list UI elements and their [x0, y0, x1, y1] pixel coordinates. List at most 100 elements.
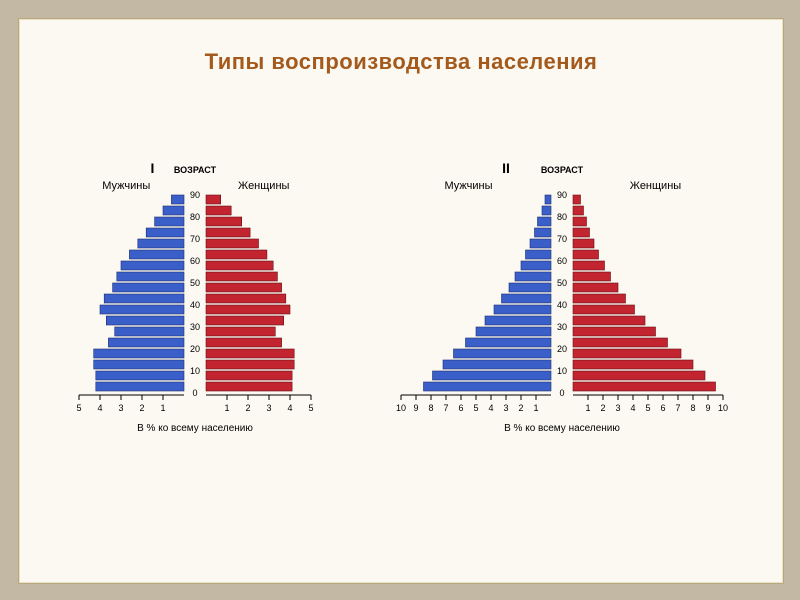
- female-bar: [206, 195, 221, 204]
- age-tick: 50: [190, 278, 200, 288]
- male-bar: [521, 261, 551, 270]
- x-tick-label: 2: [245, 403, 250, 413]
- age-tick: 0: [559, 388, 564, 398]
- x-tick-label: 8: [428, 403, 433, 413]
- x-tick-label: 4: [97, 403, 102, 413]
- female-bar: [206, 272, 277, 281]
- male-bar: [494, 305, 551, 314]
- male-bar: [545, 195, 551, 204]
- age-tick: 20: [557, 344, 567, 354]
- female-bar: [206, 327, 275, 336]
- x-tick-label: 9: [413, 403, 418, 413]
- male-label: Мужчины: [444, 180, 492, 192]
- female-bar: [573, 195, 581, 204]
- panels-container: IВОЗРАСТМужчиныЖенщины010203040506070809…: [59, 159, 743, 443]
- x-tick-label: 2: [518, 403, 523, 413]
- male-bar: [502, 294, 552, 303]
- female-bar: [573, 217, 587, 226]
- x-tick-label: 4: [488, 403, 493, 413]
- female-bar: [573, 338, 668, 347]
- age-tick: 60: [190, 256, 200, 266]
- age-tick: 40: [557, 300, 567, 310]
- male-bar: [443, 360, 551, 369]
- male-bar: [466, 338, 552, 347]
- age-tick: 80: [557, 212, 567, 222]
- age-tick: 30: [557, 322, 567, 332]
- x-tick-label: 3: [503, 403, 508, 413]
- male-bar: [96, 382, 184, 391]
- x-tick-label: 5: [76, 403, 81, 413]
- male-bar: [108, 338, 184, 347]
- female-label: Женщины: [630, 180, 681, 192]
- age-tick: 70: [557, 234, 567, 244]
- page-title: Типы воспроизводства населения: [19, 49, 783, 75]
- male-bar: [104, 294, 184, 303]
- female-bar: [573, 305, 635, 314]
- male-bar: [117, 272, 184, 281]
- x-tick-label: 3: [118, 403, 123, 413]
- x-tick-label: 8: [690, 403, 695, 413]
- female-bar: [206, 316, 284, 325]
- age-tick: 80: [190, 212, 200, 222]
- male-bar: [526, 250, 552, 259]
- female-bar: [573, 294, 626, 303]
- x-tick-label: 4: [630, 403, 635, 413]
- female-bar: [206, 371, 292, 380]
- male-bar: [121, 261, 184, 270]
- x-axis-caption: В % ко всему населению: [504, 423, 620, 434]
- x-tick-label: 6: [660, 403, 665, 413]
- x-tick-label: 7: [443, 403, 448, 413]
- x-tick-label: 5: [473, 403, 478, 413]
- x-tick-label: 1: [224, 403, 229, 413]
- female-bar: [573, 283, 618, 292]
- female-bar: [573, 261, 605, 270]
- female-bar: [206, 239, 259, 248]
- x-tick-label: 1: [160, 403, 165, 413]
- male-bar: [163, 206, 184, 215]
- male-bar: [485, 316, 551, 325]
- male-bar: [155, 217, 184, 226]
- x-axis-caption: В % ко всему населению: [137, 423, 253, 434]
- chart-numeral: II: [502, 160, 510, 176]
- age-tick: 70: [190, 234, 200, 244]
- female-bar: [206, 261, 273, 270]
- age-tick: 10: [190, 366, 200, 376]
- age-header: ВОЗРАСТ: [174, 165, 217, 175]
- x-tick-label: 10: [718, 403, 728, 413]
- male-bar: [106, 316, 184, 325]
- female-bar: [573, 206, 584, 215]
- female-bar: [206, 305, 290, 314]
- male-bar: [138, 239, 184, 248]
- age-tick: 60: [557, 256, 567, 266]
- female-bar: [206, 217, 242, 226]
- female-bar: [573, 327, 656, 336]
- male-bar: [115, 327, 184, 336]
- age-tick: 90: [557, 190, 567, 200]
- x-tick-label: 7: [675, 403, 680, 413]
- x-tick-label: 5: [308, 403, 313, 413]
- male-bar: [433, 371, 552, 380]
- female-bar: [206, 349, 294, 358]
- age-tick: 30: [190, 322, 200, 332]
- female-bar: [206, 382, 292, 391]
- female-bar: [573, 316, 645, 325]
- female-label: Женщины: [238, 180, 289, 192]
- age-tick: 0: [192, 388, 197, 398]
- male-bar: [535, 228, 552, 237]
- age-tick: 40: [190, 300, 200, 310]
- male-bar: [476, 327, 551, 336]
- male-bar: [113, 283, 184, 292]
- female-bar: [206, 294, 286, 303]
- female-bar: [573, 228, 590, 237]
- x-tick-label: 2: [139, 403, 144, 413]
- male-bar: [509, 283, 551, 292]
- x-tick-label: 3: [615, 403, 620, 413]
- male-bar: [454, 349, 552, 358]
- x-tick-label: 10: [396, 403, 406, 413]
- age-tick: 90: [190, 190, 200, 200]
- female-bar: [573, 371, 705, 380]
- x-tick-label: 1: [533, 403, 538, 413]
- male-bar: [94, 349, 184, 358]
- female-bar: [206, 360, 294, 369]
- age-header: ВОЗРАСТ: [541, 165, 584, 175]
